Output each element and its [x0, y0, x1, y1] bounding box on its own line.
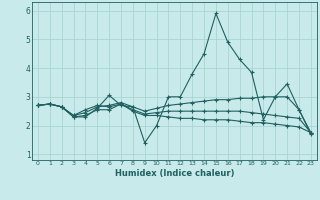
X-axis label: Humidex (Indice chaleur): Humidex (Indice chaleur): [115, 169, 234, 178]
